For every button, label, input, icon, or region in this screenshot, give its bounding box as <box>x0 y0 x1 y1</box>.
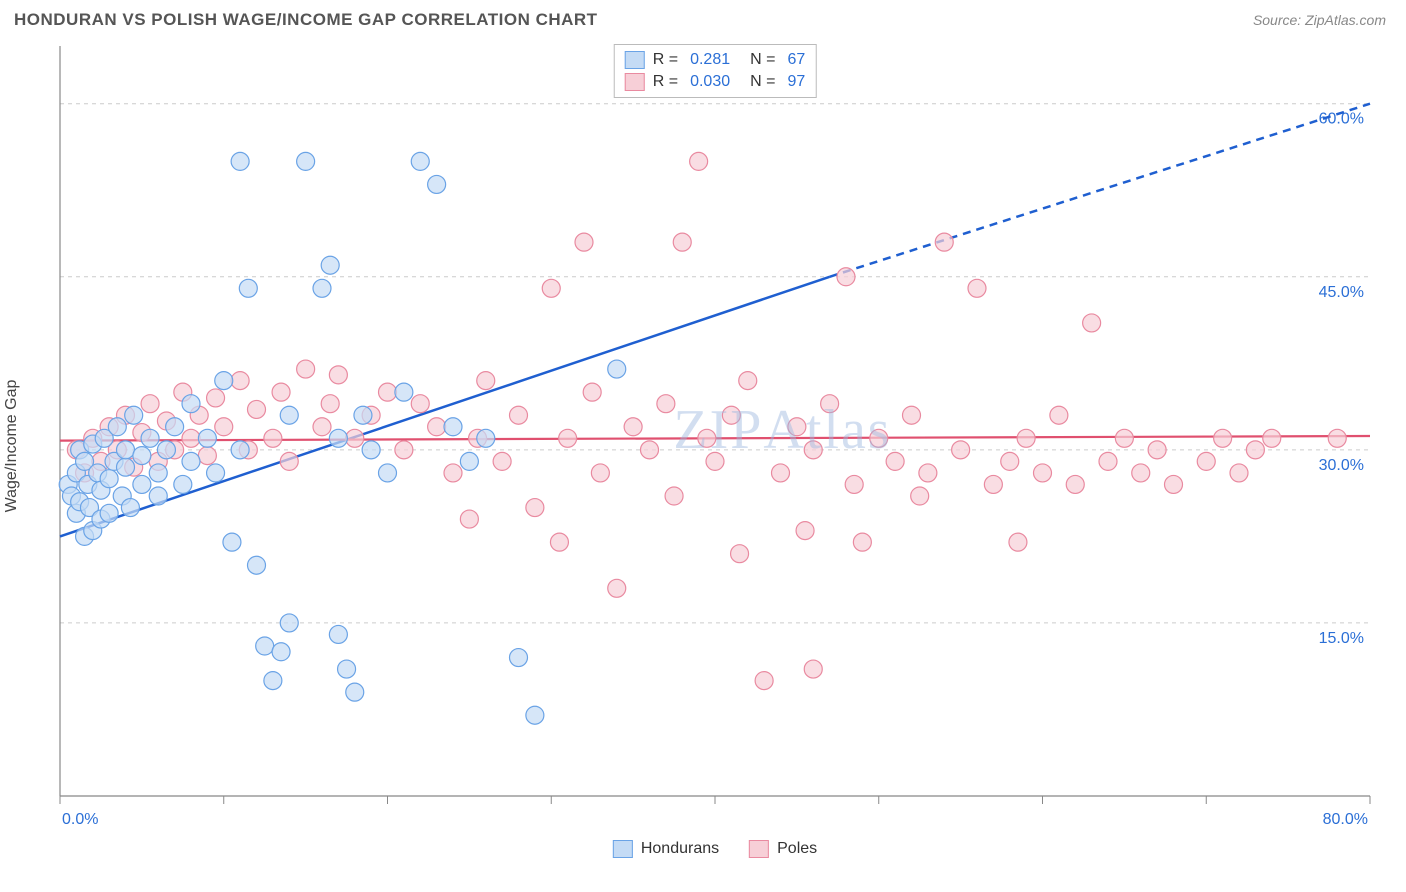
legend-swatch <box>625 51 645 69</box>
svg-text:45.0%: 45.0% <box>1319 284 1364 301</box>
legend-swatch <box>613 840 633 858</box>
legend-swatch <box>749 840 769 858</box>
svg-text:30.0%: 30.0% <box>1319 457 1364 474</box>
chart-title: HONDURAN VS POLISH WAGE/INCOME GAP CORRE… <box>14 10 598 30</box>
chart-area: Wage/Income Gap 15.0%30.0%45.0%60.0%0.0%… <box>40 36 1390 856</box>
legend-item: Hondurans <box>613 840 719 858</box>
svg-text:0.0%: 0.0% <box>62 811 98 826</box>
legend-item: Poles <box>749 840 817 858</box>
svg-text:80.0%: 80.0% <box>1323 811 1368 826</box>
legend-swatch <box>625 73 645 91</box>
legend-series: Hondurans Poles <box>613 840 817 858</box>
header: HONDURAN VS POLISH WAGE/INCOME GAP CORRE… <box>0 0 1406 36</box>
legend-stats-row: R = 0.030 N = 97 <box>625 71 806 93</box>
source-label: Source: ZipAtlas.com <box>1253 12 1386 28</box>
legend-stats: R = 0.281 N = 67 R = 0.030 N = 97 <box>614 44 817 98</box>
y-axis-label: Wage/Income Gap <box>3 380 21 513</box>
legend-stats-row: R = 0.281 N = 67 <box>625 49 806 71</box>
svg-text:15.0%: 15.0% <box>1319 630 1364 647</box>
scatter-chart: 15.0%30.0%45.0%60.0%0.0%80.0% <box>40 36 1390 826</box>
